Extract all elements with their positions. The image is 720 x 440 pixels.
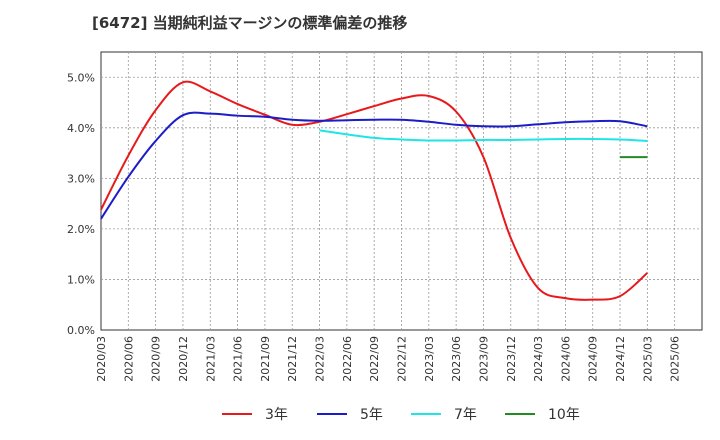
plot-frame (100, 51, 703, 331)
x-tick-label: 2021/12 (286, 336, 299, 382)
y-tick-label: 3.0% (67, 172, 95, 185)
series-line-1 (100, 80, 649, 301)
legend-label-3: 7年 (454, 407, 477, 423)
x-tick-label: 2025/06 (669, 336, 682, 382)
x-tick-label: 2022/06 (341, 336, 354, 382)
x-tick-label: 2024/09 (587, 336, 600, 382)
legend-label-4: 10年 (548, 407, 580, 423)
x-tick-label: 2020/09 (150, 336, 163, 382)
y-tick-label: 4.0% (67, 122, 95, 135)
x-tick-label: 2021/06 (232, 336, 245, 382)
x-tick-label: 2022/03 (314, 336, 327, 382)
x-tick-label: 2023/06 (450, 336, 463, 382)
x-tick-label: 2024/12 (614, 336, 627, 382)
x-tick-label: 2020/03 (95, 336, 108, 382)
y-tick-label: 2.0% (67, 223, 95, 236)
y-tick-label: 5.0% (67, 71, 95, 84)
x-tick-label: 2023/12 (505, 336, 518, 382)
x-tick-label: 2025/03 (641, 336, 654, 382)
x-tick-label: 2024/06 (559, 336, 572, 382)
legend-label-1: 3年 (265, 407, 288, 423)
x-tick-label: 2020/06 (122, 336, 135, 382)
x-tick-label: 2022/09 (368, 336, 381, 382)
y-tick-label: 0.0% (67, 324, 95, 337)
series-line-3 (319, 129, 648, 142)
x-tick-label: 2023/03 (423, 336, 436, 382)
x-tick-label: 2021/03 (204, 336, 217, 382)
x-tick-label: 2021/09 (259, 336, 272, 382)
chart-title: [6472] 当期純利益マージンの標準偏差の推移 (92, 14, 408, 32)
x-tick-label: 2022/12 (396, 336, 409, 382)
x-tick-label: 2024/03 (532, 336, 545, 382)
legend-label-2: 5年 (360, 407, 383, 423)
series-line-2 (100, 111, 648, 220)
x-tick-label: 2023/09 (477, 336, 490, 382)
x-tick-label: 2020/12 (177, 336, 190, 382)
y-tick-label: 1.0% (67, 273, 95, 286)
